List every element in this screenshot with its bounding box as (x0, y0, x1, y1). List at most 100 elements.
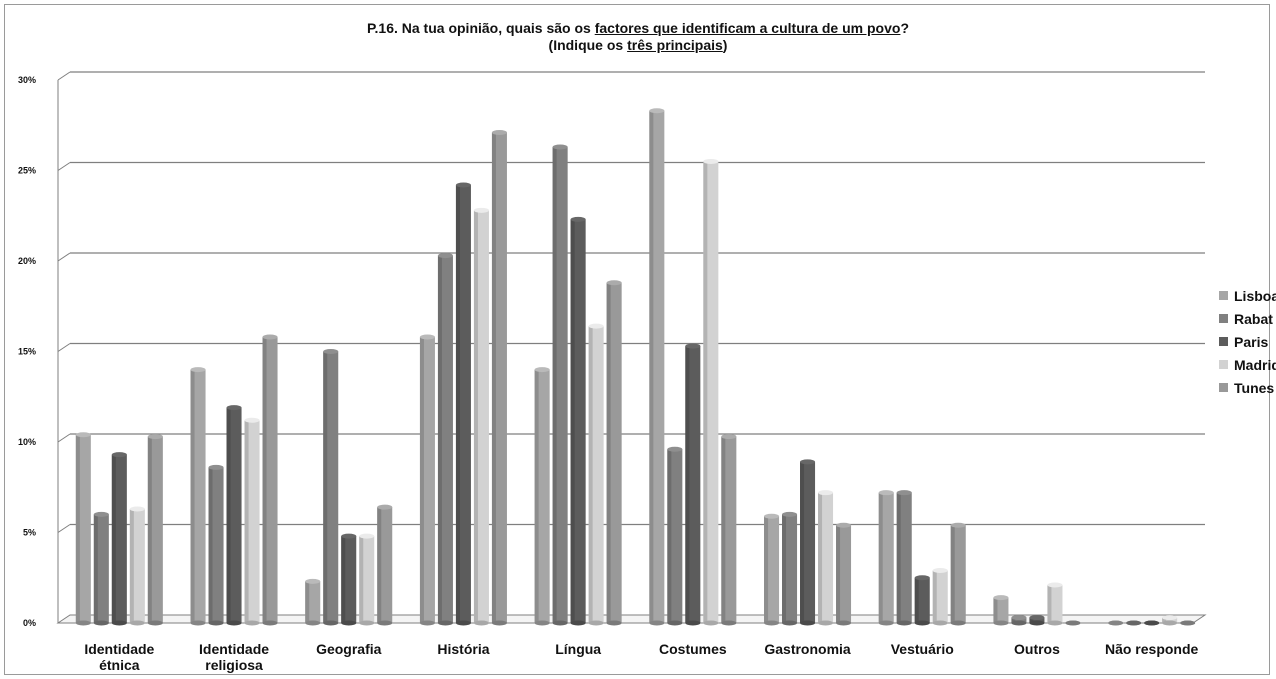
bar-cap (93, 511, 109, 517)
legend-label: Paris (1234, 333, 1269, 350)
bar-shade (950, 525, 955, 623)
x-tick-label: Língua (555, 641, 601, 657)
x-tick-label-line: Geografia (316, 641, 382, 657)
bar (1047, 582, 1063, 626)
bar-base (782, 620, 798, 626)
bar (208, 464, 224, 626)
bar-cap (111, 452, 127, 458)
bar-base (764, 620, 780, 626)
y-tick-label: 10% (18, 437, 36, 447)
bar (75, 432, 91, 626)
bar-cap (950, 522, 966, 528)
bar (1144, 620, 1160, 626)
bar (818, 490, 834, 626)
bar (341, 533, 357, 626)
bar-shade (147, 436, 152, 623)
x-tick-label-line: Vestuário (891, 641, 954, 657)
bar-shade (491, 132, 496, 624)
bar-base (377, 620, 393, 626)
bar-cap (1029, 615, 1045, 621)
legend-swatch (1219, 383, 1228, 392)
bar (534, 367, 550, 626)
bar (419, 334, 435, 626)
bar (359, 533, 375, 626)
bar-cap (305, 578, 321, 584)
bar-shade (703, 161, 708, 623)
bar-cap (341, 533, 357, 539)
bar-shade (896, 492, 901, 623)
bar-base (1162, 620, 1178, 626)
bar-cap (818, 490, 834, 496)
x-tick-label-line: História (437, 641, 489, 657)
bar-body (1029, 617, 1045, 623)
bar (323, 349, 339, 626)
bar (667, 446, 683, 626)
bar-base (606, 620, 622, 626)
x-tick-label: Outros (1014, 641, 1060, 657)
bar-cap (147, 434, 163, 440)
bar (491, 129, 507, 626)
bar (437, 253, 453, 626)
title-line-2: (Indique os três principais) (548, 37, 728, 53)
bar-base (147, 620, 163, 626)
bar-base (359, 620, 375, 626)
bar-shade (473, 210, 478, 623)
bar (764, 513, 780, 626)
bar-base (419, 620, 435, 626)
y-tick-label: 15% (18, 347, 36, 357)
bar (1108, 620, 1124, 626)
bar-base (896, 620, 912, 626)
bar (1029, 615, 1045, 626)
bar (1065, 620, 1081, 626)
bar-shade (1162, 617, 1167, 623)
bar-cap (190, 367, 206, 373)
legend-item: Tunes (1219, 376, 1276, 399)
bar-cap (932, 568, 948, 574)
bar-base (1065, 620, 1081, 626)
bar-base (208, 620, 224, 626)
bar-cap (914, 575, 930, 581)
bar-base (1144, 620, 1160, 626)
bar-shade (437, 255, 442, 623)
x-tick-label-line: Língua (555, 641, 601, 657)
bar (800, 459, 816, 626)
bar-cap (667, 446, 683, 452)
bar-cap (437, 253, 453, 259)
bar-shade (932, 570, 937, 623)
bar-shade (552, 146, 557, 623)
bar-base (305, 620, 321, 626)
bar-cap (208, 464, 224, 470)
bar-base (950, 620, 966, 626)
bar-cap (455, 182, 471, 188)
bar-base (129, 620, 145, 626)
x-tick-label-line: Gastronomia (764, 641, 851, 657)
legend-label: Tunes (1234, 379, 1275, 396)
x-tick-label-line: Não responde (1105, 641, 1199, 657)
bar (262, 334, 278, 626)
gridline-depth (57, 433, 71, 443)
bar-base (437, 620, 453, 626)
bar-cap (896, 490, 912, 496)
x-tick-label-line: Costumes (659, 641, 727, 657)
x-tick-label-line: religiosa (205, 657, 263, 673)
bar-shade (111, 454, 116, 623)
bar-cap (685, 343, 701, 349)
bar-cap (473, 207, 489, 213)
legend-item: Paris (1219, 330, 1276, 353)
bar-cap (588, 323, 604, 329)
bar-base (1029, 620, 1045, 626)
bar-cap (800, 459, 816, 465)
bar-base (570, 620, 586, 626)
bar-cap (993, 595, 1009, 601)
bar-shade (570, 219, 575, 623)
bar-base (534, 620, 550, 626)
bar-base (649, 620, 665, 626)
x-tick-label: Identidade religiosa (199, 641, 269, 673)
bar-shade (208, 467, 213, 623)
bar (896, 490, 912, 626)
bar-shade (455, 184, 460, 624)
y-tick-label: 30% (18, 75, 36, 85)
bar-shade (1011, 617, 1016, 623)
x-tick-label: Não responde (1105, 641, 1199, 657)
